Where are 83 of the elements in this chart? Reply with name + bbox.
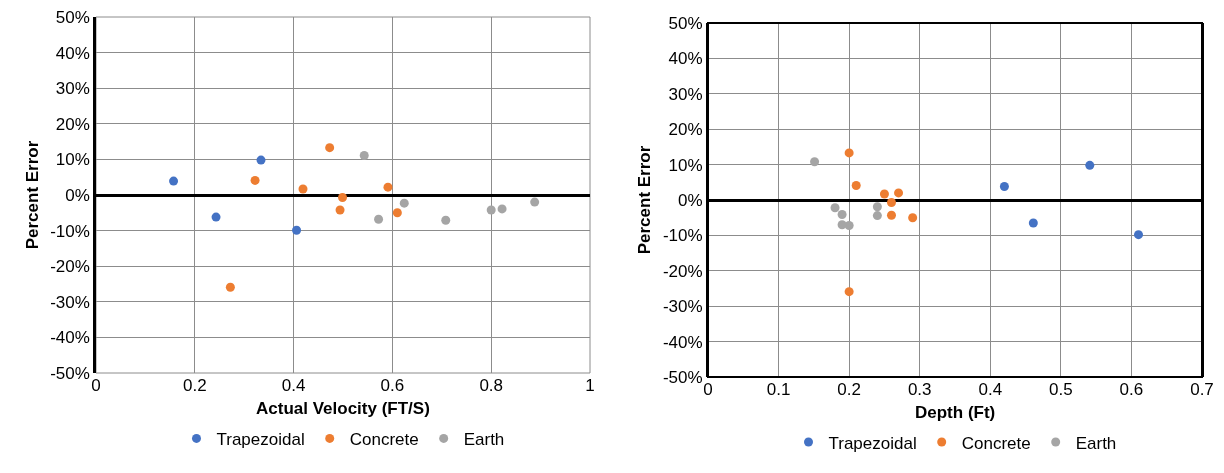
y-tick-label: -30% <box>50 292 90 312</box>
point <box>211 212 221 222</box>
point <box>810 157 820 167</box>
y-tick-label: -40% <box>50 328 90 348</box>
y-tick-label: 10% <box>55 150 90 170</box>
y-tick-label: 0% <box>678 190 703 210</box>
y-tick-label: 10% <box>668 155 703 175</box>
legend-label: Concrete <box>349 430 419 450</box>
point <box>335 205 345 215</box>
x-tick-label: 0.3 <box>907 380 932 399</box>
point <box>844 287 854 297</box>
point <box>908 213 918 223</box>
legend-label: Earth <box>463 430 505 450</box>
x-tick-label: 0.2 <box>182 376 207 395</box>
y-tick-label: -10% <box>662 226 703 246</box>
x-tick-label: 0.6 <box>380 376 405 395</box>
point <box>486 205 496 215</box>
y-tick-label: 50% <box>55 7 90 27</box>
point <box>292 225 302 235</box>
y-tick-label: -50% <box>662 367 703 387</box>
point <box>851 180 861 190</box>
point <box>1085 160 1095 170</box>
y-axis-title: Percent Error <box>634 145 654 255</box>
point <box>392 208 402 218</box>
point <box>844 148 854 158</box>
y-tick-label: 40% <box>55 43 90 63</box>
y-tick-label: 30% <box>668 84 703 104</box>
legend-label: Earth <box>1075 433 1117 453</box>
x-tick-label: 0.4 <box>281 376 306 395</box>
point <box>169 176 179 186</box>
point <box>250 175 260 185</box>
y-tick-label: -10% <box>50 221 90 241</box>
y-tick-label: 50% <box>668 13 703 33</box>
point <box>837 220 847 230</box>
y-tick-label: -30% <box>662 297 703 317</box>
point <box>497 204 507 214</box>
x-axis-title: Depth (Ft) <box>915 403 996 422</box>
y-tick-label: -40% <box>662 332 703 352</box>
point <box>359 150 369 160</box>
x-tick-label: 0.4 <box>978 380 1003 399</box>
x-tick-label: 1 <box>585 376 595 395</box>
y-axis-title: Percent Error <box>22 140 42 250</box>
point <box>338 192 348 202</box>
legend-label: Trapezoidal <box>828 433 917 453</box>
point <box>441 215 451 225</box>
y-tick-label: 40% <box>668 49 703 69</box>
point <box>374 214 384 224</box>
x-tick-label: 0.5 <box>1049 380 1073 399</box>
point <box>872 202 882 212</box>
point <box>830 203 840 213</box>
legend-label: Trapezoidal <box>216 430 305 450</box>
y-tick-label: 30% <box>55 79 90 99</box>
point <box>530 197 540 207</box>
point <box>879 189 889 199</box>
x-axis-title: Actual Velocity (FT/S) <box>256 399 430 418</box>
point <box>872 211 882 221</box>
x-tick-label: 0.8 <box>479 376 504 395</box>
x-tick-label: 0.1 <box>766 380 791 399</box>
y-tick-label: 20% <box>668 120 703 140</box>
y-tick-label: 0% <box>65 185 90 205</box>
point <box>886 197 896 207</box>
point <box>383 182 393 192</box>
point <box>325 143 335 153</box>
x-tick-label: 0 <box>91 376 101 395</box>
x-tick-label: 0.2 <box>837 380 861 399</box>
point <box>298 184 308 194</box>
x-tick-label: 0 <box>703 380 713 399</box>
y-tick-label: 20% <box>55 114 90 134</box>
point <box>894 188 904 198</box>
point <box>256 155 266 165</box>
y-tick-label: -20% <box>50 257 90 277</box>
x-tick-label: 0.6 <box>1119 380 1144 399</box>
legend-label: Concrete <box>961 433 1031 453</box>
y-tick-label: -50% <box>50 363 90 383</box>
x-tick-label: 0.7 <box>1190 380 1214 399</box>
point <box>225 282 235 292</box>
point <box>1028 218 1038 228</box>
point <box>1133 230 1143 240</box>
point <box>886 210 896 220</box>
y-tick-label: -20% <box>662 261 703 281</box>
point <box>999 182 1009 192</box>
point <box>399 198 409 208</box>
point <box>837 210 847 220</box>
